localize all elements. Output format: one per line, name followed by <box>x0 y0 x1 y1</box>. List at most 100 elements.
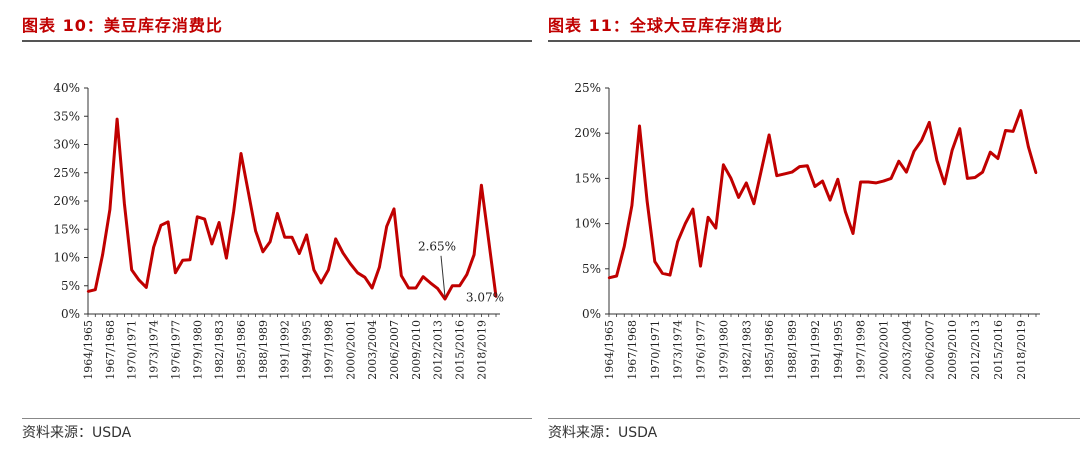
y-tick-label: 40% <box>53 81 80 95</box>
source-divider <box>548 418 1080 419</box>
data-point <box>115 117 119 121</box>
annotation-label: 2.65% <box>418 240 456 254</box>
data-point <box>312 268 316 272</box>
data-point <box>844 210 847 214</box>
data-point <box>668 273 672 277</box>
data-point <box>283 235 286 239</box>
data-point <box>973 176 977 179</box>
x-tick-label: 1991/1992 <box>809 320 822 380</box>
x-tick-label: 2006/2007 <box>923 320 936 380</box>
data-point <box>920 139 923 142</box>
x-tick-label: 2012/2013 <box>432 320 445 380</box>
data-point <box>630 204 634 207</box>
x-tick-label: 1970/1971 <box>126 320 139 380</box>
data-point <box>276 212 279 215</box>
data-point <box>981 170 984 174</box>
y-tick-label: 15% <box>53 222 80 236</box>
data-point <box>152 246 155 249</box>
data-point <box>217 221 221 224</box>
data-point <box>645 199 649 203</box>
data-point <box>1034 171 1038 175</box>
title-divider <box>548 40 1080 42</box>
data-point <box>385 225 388 228</box>
x-tick-label: 1979/1980 <box>191 320 204 380</box>
data-point <box>798 165 801 168</box>
data-point <box>298 252 301 255</box>
data-point <box>706 216 710 219</box>
data-point <box>225 256 228 260</box>
data-point <box>465 273 469 276</box>
y-tick-label: 30% <box>53 138 80 152</box>
data-point <box>487 239 490 242</box>
x-tick-label: 1976/1977 <box>169 320 182 380</box>
source-note: 资料来源：USDA <box>22 425 132 441</box>
data-point <box>254 229 257 233</box>
x-tick-label: 1997/1998 <box>855 320 868 380</box>
x-tick-label: 2006/2007 <box>388 320 401 380</box>
x-tick-label: 1988/1989 <box>786 320 799 380</box>
data-point <box>414 286 418 290</box>
data-point <box>676 240 679 243</box>
title-divider <box>22 40 532 42</box>
x-tick-label: 1991/1992 <box>279 320 292 380</box>
x-tick-label: 1973/1974 <box>672 320 685 380</box>
data-point <box>897 160 900 163</box>
data-point <box>867 180 870 184</box>
annotation-label: 3.07% <box>466 291 504 305</box>
data-point <box>472 253 476 256</box>
data-point <box>159 224 163 227</box>
data-point <box>1019 109 1022 112</box>
us-soybean-stock-ratio-chart: 0% 5% 10% 15% 20% 25% 30% 35% 40% 1964/1965 1967/1… <box>53 81 504 380</box>
x-tick-label: 2015/2016 <box>992 320 1005 380</box>
x-tick-label: 1985/1986 <box>235 320 248 380</box>
x-tick-label: 1967/1968 <box>104 320 117 380</box>
data-point <box>334 237 337 241</box>
data-point <box>882 179 885 183</box>
x-tick-label: 1964/1965 <box>603 320 616 380</box>
data-point <box>480 183 483 187</box>
data-point <box>137 278 141 282</box>
data-point <box>429 281 432 285</box>
data-point <box>458 284 461 287</box>
data-point <box>859 180 862 184</box>
data-point <box>400 274 403 277</box>
data-point <box>699 264 702 268</box>
data-point <box>889 177 893 180</box>
y-tick-label: 5% <box>582 262 601 276</box>
y-tick-label: 10% <box>53 251 80 265</box>
data-point <box>729 177 733 180</box>
data-point <box>210 242 214 246</box>
data-point <box>760 168 763 171</box>
data-point <box>851 232 855 235</box>
data-point <box>319 281 323 285</box>
data-point <box>181 259 184 262</box>
figure-left: 图表 10：美豆库存消费比 0% 5% 10% 15% 20% 25% 30% 35% 40% 1… <box>0 0 532 455</box>
data-point <box>494 295 498 298</box>
x-tick-label: 2018/2019 <box>1015 320 1028 380</box>
data-point <box>623 245 626 248</box>
data-point <box>767 133 771 137</box>
data-point <box>722 163 725 167</box>
data-point <box>370 286 374 290</box>
data-point <box>607 276 611 280</box>
data-point <box>130 268 133 272</box>
data-point <box>451 284 454 287</box>
y-tick-label: 15% <box>574 171 601 185</box>
y-tick-label: 20% <box>53 194 80 208</box>
data-point <box>737 196 740 199</box>
data-point <box>966 177 969 180</box>
data-point <box>958 127 961 130</box>
data-point <box>407 286 410 290</box>
x-tick-label: 1970/1971 <box>649 320 662 380</box>
data-point <box>123 202 126 206</box>
x-tick-label: 1976/1977 <box>695 320 708 380</box>
data-point <box>392 207 396 211</box>
x-tick-label: 1982/1983 <box>213 320 226 380</box>
data-point <box>790 170 794 174</box>
data-point <box>232 209 235 213</box>
global-soybean-stock-ratio-chart: 0% 5% 10% 15% 20% 25% 1964/1965 1967/1968 1970/1… <box>574 81 1040 380</box>
x-tick-label: 2003/2004 <box>900 320 913 380</box>
x-tick-label: 2000/2001 <box>878 320 891 380</box>
data-point <box>828 198 832 202</box>
data-point <box>775 174 778 177</box>
